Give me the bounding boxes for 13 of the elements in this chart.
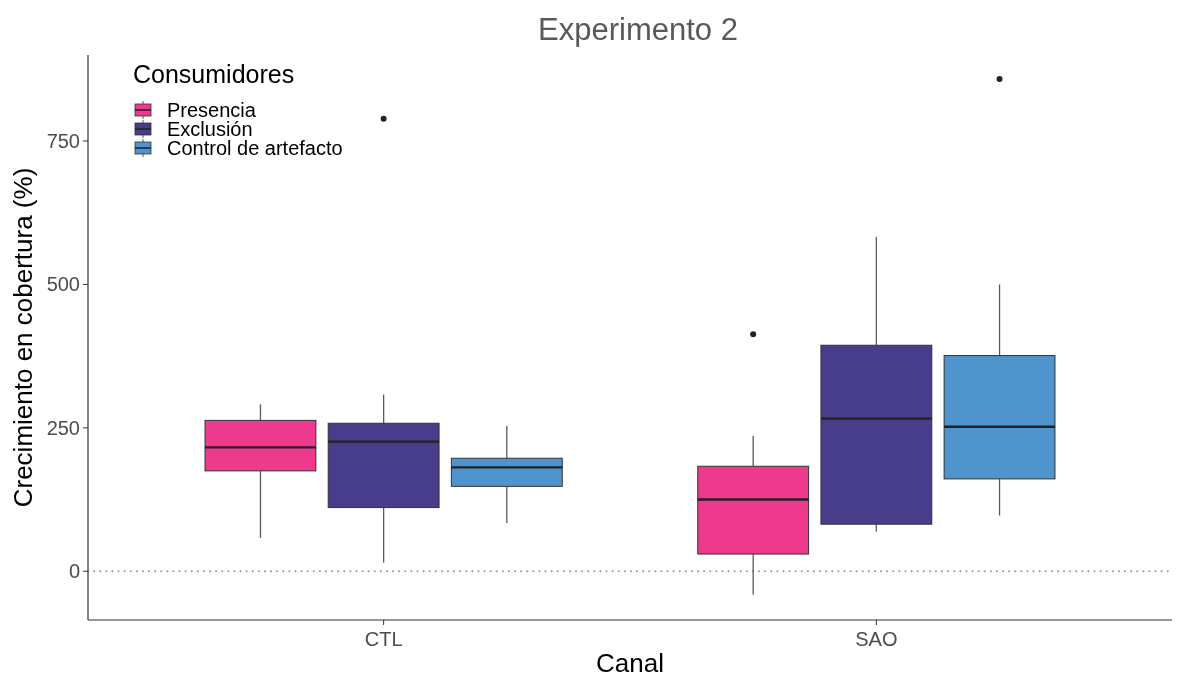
y-axis-title: Crecimiento en cobertura (%) xyxy=(8,167,38,508)
legend-label: Exclusión xyxy=(167,118,253,140)
y-tick-label: 500 xyxy=(46,273,80,296)
x-tick-label: CTL xyxy=(364,628,403,650)
y-tick-label: 0 xyxy=(68,560,80,583)
x-axis-title: Canal xyxy=(596,648,664,678)
legend-label: Presencia xyxy=(167,99,257,121)
x-tick-label: SAO xyxy=(855,628,898,650)
chart-title: Experimento 2 xyxy=(538,12,738,47)
y-tick-label: 250 xyxy=(46,416,80,439)
legend-title: Consumidores xyxy=(133,60,295,88)
legend-label: Control de artefacto xyxy=(167,137,343,159)
y-tick-label: 750 xyxy=(46,130,80,153)
